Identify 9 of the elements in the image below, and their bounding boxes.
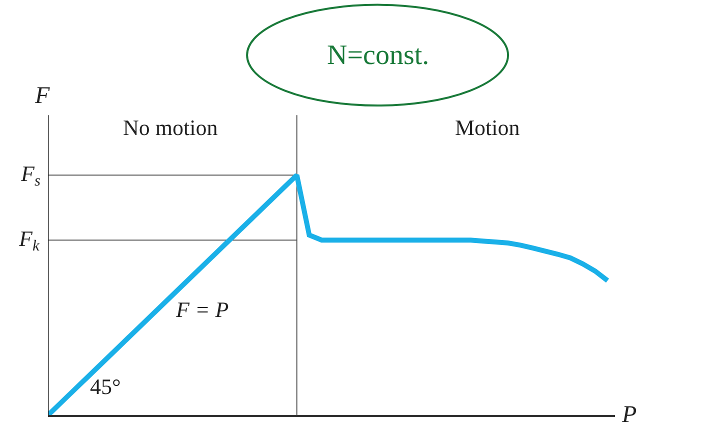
annotation: F = P (175, 297, 229, 322)
text: Motion (455, 115, 520, 140)
x-axis-title: P (621, 402, 637, 428)
annotation: 45° (90, 374, 121, 399)
y-axis-title: F (34, 83, 50, 109)
ref-line-label: F$_{s}$ (20, 161, 40, 190)
ref-line-label: F$_{k}$ (18, 226, 40, 255)
text: No motion (123, 115, 218, 140)
text: N=const. (327, 40, 430, 71)
